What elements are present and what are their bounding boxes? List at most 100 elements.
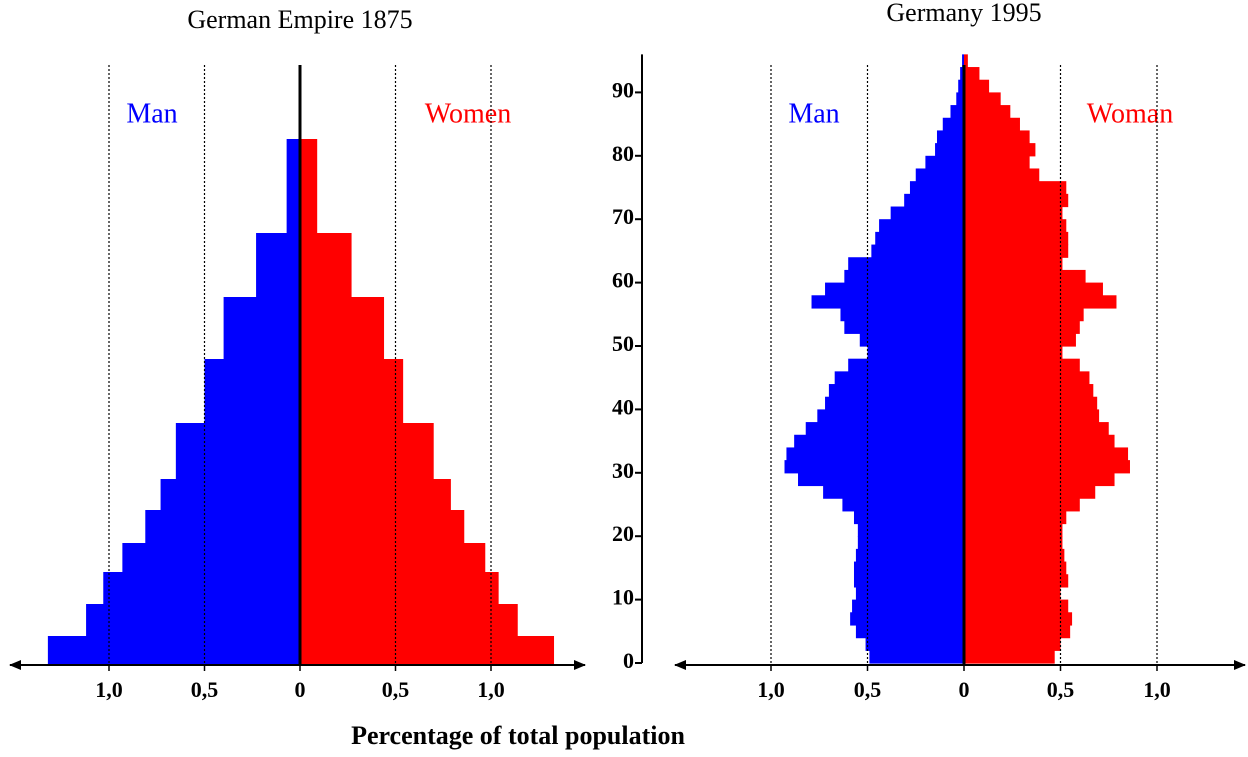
bar xyxy=(811,295,964,309)
x-tick-label: 0 xyxy=(959,677,970,702)
x-tick-label: 0,5 xyxy=(1047,677,1075,702)
bar xyxy=(964,384,1094,398)
bar xyxy=(256,233,300,298)
bar xyxy=(964,358,1080,372)
x-tick-label: 0,5 xyxy=(382,677,410,702)
bar xyxy=(300,636,555,666)
bar xyxy=(964,333,1076,347)
bar xyxy=(890,206,964,220)
bar xyxy=(844,320,964,334)
bar xyxy=(857,536,964,550)
bar xyxy=(869,650,964,664)
bar xyxy=(964,307,1084,322)
bar xyxy=(300,233,352,298)
bar xyxy=(853,574,964,588)
bar xyxy=(865,637,964,651)
bar xyxy=(964,168,1040,182)
bar xyxy=(300,510,465,544)
bar xyxy=(784,460,964,474)
bar xyxy=(964,295,1117,309)
bar xyxy=(964,498,1080,512)
bar xyxy=(964,561,1067,575)
x-tick-label: 0 xyxy=(295,677,306,702)
bar xyxy=(962,54,964,68)
bar xyxy=(964,422,1109,436)
bar xyxy=(909,181,964,195)
bar xyxy=(964,231,1069,246)
bar xyxy=(871,244,964,258)
bar xyxy=(964,67,980,81)
y-tick-label: 70 xyxy=(612,204,634,229)
bar xyxy=(925,155,964,170)
bar xyxy=(964,574,1069,588)
bar xyxy=(798,472,964,487)
bar xyxy=(145,510,300,544)
bar xyxy=(855,586,964,601)
legend-label: Man xyxy=(788,98,839,129)
bar xyxy=(859,333,964,347)
bar xyxy=(964,219,1067,233)
bar xyxy=(964,612,1073,626)
bar xyxy=(857,523,964,537)
bar xyxy=(867,346,964,360)
x-tick-label: 1,0 xyxy=(95,677,123,702)
bar xyxy=(852,599,964,613)
bar xyxy=(964,346,1063,360)
bar xyxy=(805,422,964,436)
bar xyxy=(204,359,300,424)
bar xyxy=(964,460,1130,474)
bar xyxy=(964,510,1067,525)
y-tick-label: 50 xyxy=(612,331,634,356)
chart-title: Germany 1995 xyxy=(886,0,1041,27)
bar xyxy=(300,543,486,573)
bar xyxy=(958,79,964,93)
bar xyxy=(223,297,300,360)
bar xyxy=(964,282,1103,296)
bar xyxy=(964,371,1090,385)
bar xyxy=(817,409,964,423)
bar xyxy=(964,320,1080,334)
bar xyxy=(964,181,1067,195)
x-tick-label: 0,5 xyxy=(191,677,219,702)
bar xyxy=(964,130,1030,144)
bar xyxy=(794,434,964,449)
bar xyxy=(842,498,964,512)
bar xyxy=(300,479,451,511)
bar xyxy=(964,117,1020,132)
bar xyxy=(964,434,1115,449)
bar xyxy=(300,139,318,234)
bar xyxy=(300,423,434,480)
bar xyxy=(844,269,964,284)
bar xyxy=(855,624,964,639)
bar xyxy=(160,479,300,511)
bar xyxy=(848,257,964,271)
bar xyxy=(850,612,964,626)
bar xyxy=(964,54,968,68)
bar xyxy=(950,105,964,119)
x-tick-label: 1,0 xyxy=(1143,677,1171,702)
bar xyxy=(300,297,385,360)
bar xyxy=(825,396,964,410)
bar xyxy=(942,117,964,132)
bar xyxy=(828,384,964,398)
bar xyxy=(964,396,1098,410)
bar xyxy=(855,548,964,563)
x-tick-label: 1,0 xyxy=(477,677,505,702)
bar xyxy=(175,423,300,480)
y-tick-label: 80 xyxy=(612,141,634,166)
bar xyxy=(964,650,1055,664)
bar xyxy=(964,485,1096,499)
bar xyxy=(122,543,301,573)
legend-label: Man xyxy=(126,98,177,129)
bar xyxy=(915,168,964,182)
y-tick-label: 60 xyxy=(612,268,634,293)
y-tick-label: 20 xyxy=(612,521,634,546)
x-axis-label: Percentage of total population xyxy=(351,721,685,750)
bar xyxy=(964,155,1030,170)
bar xyxy=(964,92,1001,106)
bar xyxy=(904,193,964,208)
bar xyxy=(823,485,964,499)
bar xyxy=(964,79,990,93)
bar xyxy=(103,572,301,605)
